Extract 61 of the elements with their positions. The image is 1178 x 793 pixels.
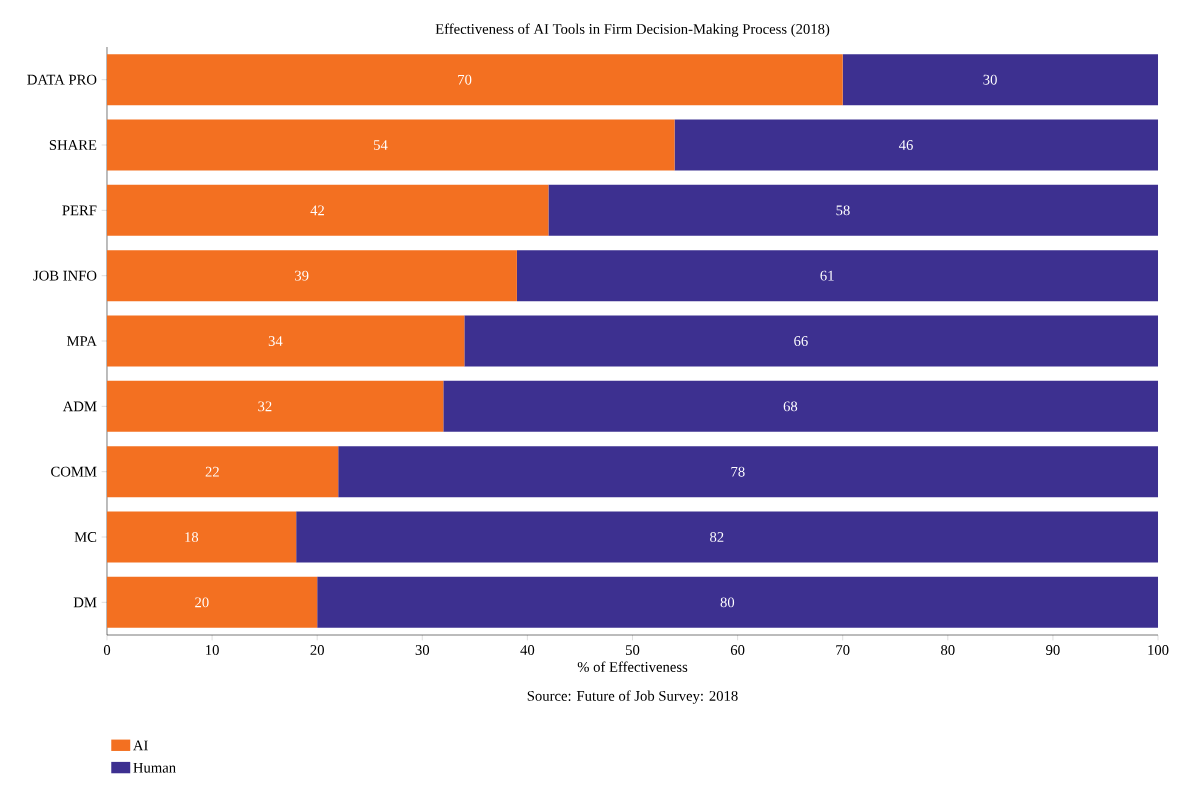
bar xyxy=(548,184,1159,236)
y-tick-label: SHARE xyxy=(49,140,97,150)
data-label: 20 xyxy=(195,597,209,608)
bar xyxy=(842,54,1159,106)
data-label: 30 xyxy=(983,74,997,85)
bar xyxy=(107,315,465,367)
data-label: 66 xyxy=(794,336,808,346)
data-label: 18 xyxy=(185,532,199,542)
y-tick-label: DATA PRO xyxy=(27,74,97,85)
bar xyxy=(464,315,1159,367)
x-tick-label: 50 xyxy=(626,645,640,655)
data-label: 46 xyxy=(898,140,913,150)
legend-label: AI xyxy=(133,740,148,751)
bar xyxy=(296,511,1159,563)
chart-title: Effectiveness of AI Tools in Firm Decision-Making Process (2018) xyxy=(435,23,830,37)
data-label: 42 xyxy=(310,205,324,216)
bar xyxy=(107,446,339,498)
bar xyxy=(317,576,1159,628)
x-axis-title: % of Effectiveness xyxy=(577,661,688,672)
data-label: 54 xyxy=(374,140,388,150)
data-label: 80 xyxy=(720,597,735,608)
data-label: 68 xyxy=(783,401,798,412)
x-tick-label: 40 xyxy=(520,645,535,655)
data-label: 39 xyxy=(295,270,309,281)
data-label: 58 xyxy=(836,205,850,216)
x-tick-label: 30 xyxy=(415,645,430,655)
data-label: 61 xyxy=(820,270,834,281)
x-tick-label: 60 xyxy=(730,645,745,655)
y-tick-label: PERF xyxy=(62,205,97,216)
bar xyxy=(107,380,444,432)
x-tick-label: 10 xyxy=(206,645,219,655)
bar xyxy=(516,250,1159,302)
data-label: 32 xyxy=(258,401,272,412)
data-label: 34 xyxy=(268,336,283,346)
bar xyxy=(338,446,1159,498)
source-note: Source: Future of Job Survey: 2018 xyxy=(527,690,738,704)
bar xyxy=(674,119,1159,171)
x-tick-label: 0 xyxy=(103,645,111,655)
x-tick-label: 100 xyxy=(1148,645,1169,655)
x-tick-label: 20 xyxy=(310,645,324,655)
bar xyxy=(107,511,297,563)
legend-label: Human xyxy=(133,762,176,773)
bar xyxy=(107,119,675,171)
bar xyxy=(107,184,549,236)
x-tick-label: 90 xyxy=(1046,645,1060,655)
y-tick-label: MC xyxy=(74,532,97,542)
bar xyxy=(443,380,1159,432)
y-tick-label: COMM xyxy=(51,466,97,477)
y-tick-label: JOB INFO xyxy=(33,270,97,281)
bar xyxy=(107,576,318,628)
y-tick-label: DM xyxy=(73,597,97,608)
bar xyxy=(107,250,517,302)
x-tick-label: 70 xyxy=(836,645,850,655)
y-tick-label: MPA xyxy=(66,336,97,346)
y-tick-label: ADM xyxy=(62,401,97,412)
data-label: 70 xyxy=(458,74,472,85)
data-label: 22 xyxy=(205,466,219,477)
data-label: 82 xyxy=(710,532,724,542)
x-tick-label: 80 xyxy=(941,645,955,655)
data-label: 78 xyxy=(731,466,745,477)
bar xyxy=(107,54,843,106)
